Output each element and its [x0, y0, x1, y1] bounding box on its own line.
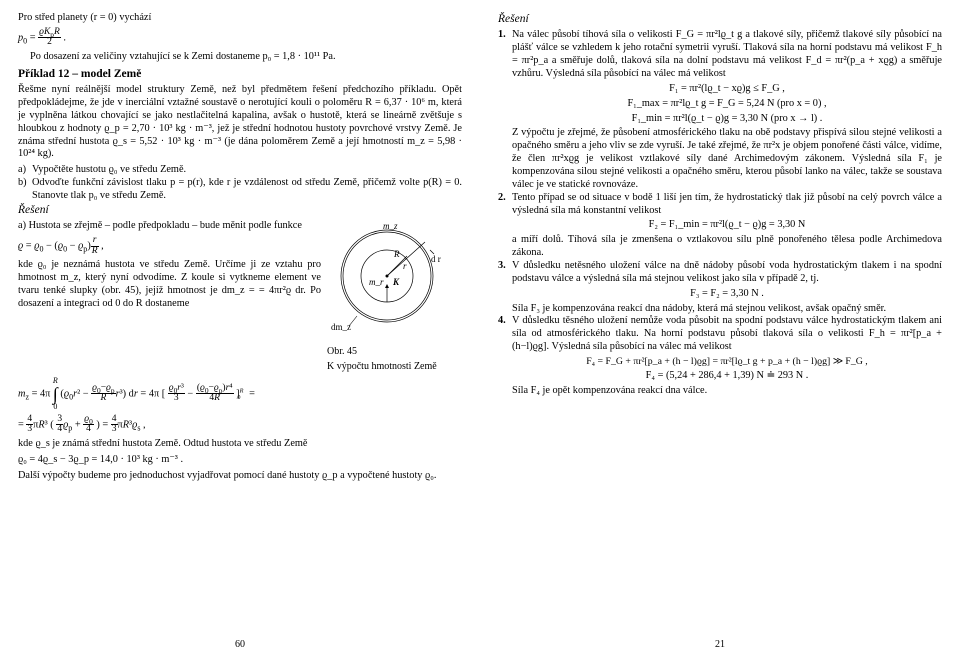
equation-mz-1: mz = 4π R ∫ 0 (ϱ0r² − ϱ0−ϱpRr³) dr = 4π … [18, 376, 462, 412]
sol-1-text1: Na válec působí tíhová síla o velikosti … [512, 29, 942, 79]
example-title: Příklad 12 – model Země [18, 67, 462, 81]
equation-F4a: F₄ = F_G + πr²[p_a + (h − l)ϱg] = πr²[lϱ… [512, 356, 942, 368]
figure-45-caption1: Obr. 45 [327, 346, 462, 359]
sol-2-text2: a míří dolů. Tíhová síla je zmenšena o v… [512, 234, 942, 260]
fig-label-mz: m_z [383, 222, 398, 231]
equation-F1max: F₁_max = πr²lϱ_t g = F_G = 5,24 N (pro x… [512, 98, 942, 111]
sol-2: 2. Tento případ se od situace v bodě 1 l… [498, 192, 942, 260]
equation-F1min: F₁_min = πr²l(ϱ_t − ϱ)g = 3,30 N (pro x … [512, 113, 942, 126]
sol-4-body: V důsledku těsného uložení nemůže voda p… [512, 315, 942, 398]
fig-label-mr: m_r [369, 277, 384, 287]
sol-3-label: 3. [498, 260, 512, 315]
task-a-text: Vypočtěte hustotu ϱ₀ ve středu Země. [32, 164, 462, 177]
right-page-number: 21 [715, 639, 725, 650]
page-spread: Pro střed planety (r = 0) vychází p0 = ϱ… [0, 0, 960, 658]
solution-a-line3: kde ϱ_s je známá střední hustota Země. O… [18, 438, 462, 451]
task-a: a) Vypočtěte hustotu ϱ₀ ve středu Země. [18, 164, 462, 177]
fig-label-dr: d r [431, 254, 441, 264]
sol-4: 4. V důsledku těsného uložení nemůže vod… [498, 315, 942, 398]
equation-F3: F₃ = F₂ = 3,30 N . [512, 288, 942, 301]
figure-45-svg: R r m_r K d r m_z dm_z [327, 222, 455, 338]
task-b-label: b) [18, 177, 32, 203]
sol-4-text2: Síla F₄ je opět kompenzována reakcí dna … [512, 385, 942, 398]
sol-3-body: V důsledku netěsného uložení válce na dn… [512, 260, 942, 315]
equation-F1: F₁ = πr²(lϱ_t − xϱ)g ≤ F_G , [512, 83, 942, 96]
sol-2-label: 2. [498, 192, 512, 260]
sol-1-label: 1. [498, 29, 512, 191]
task-a-label: a) [18, 164, 32, 177]
sol-4-text1: V důsledku těsného uložení nemůže voda p… [512, 315, 942, 352]
sol-3-text1: V důsledku netěsného uložení válce na dn… [512, 260, 942, 284]
solution-heading-right: Řešení [498, 12, 942, 26]
fig-label-R: R [393, 249, 400, 259]
intro-line-1: Pro střed planety (r = 0) vychází [18, 12, 462, 25]
intro-line-2: Po dosazení za veličiny vztahující se k … [18, 51, 462, 64]
left-page-number: 60 [235, 639, 245, 650]
fig-label-r: r [403, 261, 407, 271]
task-b: b) Odvoďte funkční závislost tlaku p = p… [18, 177, 462, 203]
sol-2-body: Tento případ se od situace v bodě 1 liší… [512, 192, 942, 260]
sol-4-label: 4. [498, 315, 512, 398]
example-body: Řešme nyní reálnější model struktury Zem… [18, 84, 462, 161]
figure-45-caption2: K výpočtu hmotnosti Země [327, 361, 462, 374]
sol-1-text2: Z výpočtu je zřejmé, že působení atmosfé… [512, 127, 942, 191]
sol-3: 3. V důsledku netěsného uložení válce na… [498, 260, 942, 315]
equation-rho0: ϱ₀ = 4ϱ_s − 3ϱ_p = 14,0 · 10³ kg · m⁻³ . [18, 454, 462, 467]
left-column: Pro střed planety (r = 0) vychází p0 = ϱ… [0, 0, 480, 658]
sol-1: 1. Na válec působí tíhová síla o velikos… [498, 29, 942, 191]
equation-F4b: F₄ = (5,24 + 286,4 + 1,39) N ≐ 293 N . [512, 370, 942, 383]
fig-label-K: K [392, 277, 400, 287]
equation-p0: p0 = ϱKpR2 . [18, 28, 462, 48]
solution-heading-left: Řešení [18, 203, 462, 217]
solution-a-line4: Další výpočty budeme pro jednoduchost vy… [18, 470, 462, 483]
sol-1-body: Na válec působí tíhová síla o velikosti … [512, 29, 942, 191]
right-column: Řešení 1. Na válec působí tíhová síla o … [480, 0, 960, 658]
equation-mz-2: = 43πR³ ( 34ϱp + ϱ04 ) = 43πR³ϱs , [18, 415, 462, 435]
sol-2-text1: Tento případ se od situace v bodě 1 liší… [512, 192, 942, 216]
fig-label-dmz: dm_z [331, 322, 351, 332]
equation-F2: F₂ = F₁_min = πr²l(ϱ_t − ϱ)g = 3,30 N [512, 219, 942, 232]
task-b-text: Odvoďte funkční závislost tlaku p = p(r)… [32, 177, 462, 203]
sol-3-text2: Síla F₃ je kompenzována reakcí dna nádob… [512, 303, 942, 316]
figure-45: R r m_r K d r m_z dm_z Obr. 45 K výpočtu… [327, 222, 462, 374]
